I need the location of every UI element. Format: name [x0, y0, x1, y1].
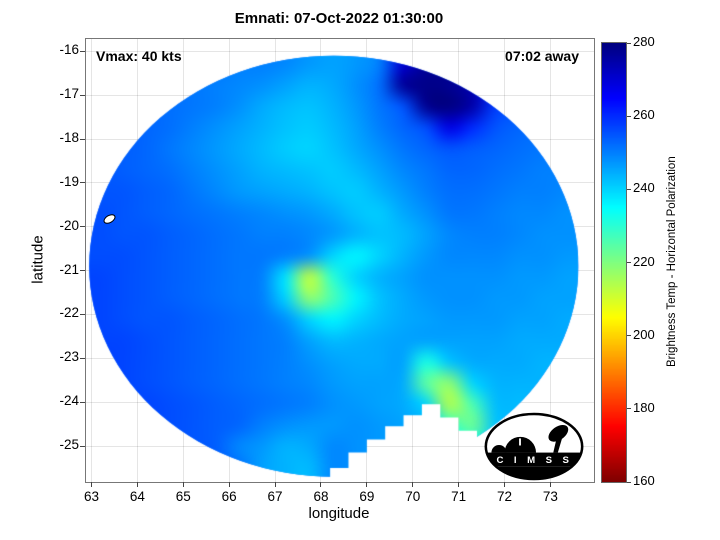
vmax-annotation: Vmax: 40 kts	[96, 48, 182, 64]
colorbar-tick-mark	[627, 42, 631, 44]
y-tick-mark	[80, 313, 85, 315]
x-tick-mark	[504, 482, 505, 487]
y-tick-label: -19	[59, 173, 79, 189]
x-tick-mark	[412, 482, 414, 487]
x-tick-label: 66	[221, 489, 237, 504]
x-tick-label: 69	[359, 489, 375, 504]
y-tick-mark	[80, 401, 85, 403]
x-tick-mark	[458, 482, 460, 487]
satellite-dish-icon	[548, 424, 569, 442]
x-tick-label: 68	[313, 489, 329, 504]
x-axis-label: longitude	[308, 505, 370, 522]
cimss-logo-text: C I M S S	[496, 455, 571, 466]
colorbar-tick-mark	[627, 481, 631, 483]
y-tick-label: -18	[59, 130, 79, 145]
x-tick-label: 65	[175, 489, 191, 504]
logo-band	[485, 452, 583, 467]
time-away-annotation: 07:02 away	[505, 48, 579, 64]
x-tick-label: 63	[84, 489, 100, 504]
colorbar-tick-mark	[627, 115, 631, 117]
y-tick-mark	[80, 182, 85, 184]
dish-mast	[553, 437, 562, 453]
x-tick-mark	[320, 482, 322, 487]
colorbar-tick-labels: 280 260 240 220 200 180 160	[633, 34, 673, 488]
cimss-logo: C I M S S	[484, 412, 584, 481]
colorbar-tick-label: 160	[633, 473, 655, 488]
x-tick-mark	[366, 482, 368, 487]
colorbar-tick-label: 240	[633, 180, 655, 196]
colorbar	[601, 42, 631, 483]
colorbar-axis-label: Brightness Temp - Horizontal Polarizatio…	[666, 156, 678, 367]
y-tick-mark	[80, 50, 85, 52]
colorbar-tick-label: 220	[633, 253, 655, 269]
y-tick-label: -22	[59, 305, 79, 321]
x-tick-mark	[91, 482, 92, 487]
y-axis-label: latitude	[29, 235, 47, 284]
x-tick-label: 70	[405, 489, 421, 504]
colorbar-tick-mark	[627, 335, 631, 337]
x-tick-mark	[549, 482, 551, 487]
colorbar-tick-label: 280	[633, 34, 655, 49]
y-tick-mark	[80, 270, 85, 272]
plot-title: Emnati: 07-Oct-2022 01:30:00	[234, 10, 444, 27]
colorbar-gradient	[602, 43, 626, 482]
x-tick-mark	[182, 482, 184, 487]
x-tick-label: 67	[267, 489, 283, 504]
y-tick-label: -23	[59, 349, 79, 365]
colorbar-tick-mark	[627, 262, 631, 263]
colorbar-tick-label: 200	[633, 326, 655, 342]
y-tick-label: -20	[59, 217, 79, 233]
colorbar-tick-label: 260	[633, 107, 655, 123]
x-tick-label: 72	[496, 489, 513, 504]
y-tick-mark	[80, 226, 85, 228]
brightness-temp-heatmap	[86, 39, 594, 482]
colorbar-tick-label: 180	[633, 399, 655, 415]
colorbar-tick-mark	[627, 408, 631, 410]
y-tick-mark	[80, 445, 85, 447]
x-tick-mark	[136, 482, 138, 487]
small-observatory-dome-icon	[491, 444, 507, 453]
plot-area: 63 64 65 66 67 68 69 70 71 72 73 -16 -17 -18 -19 -20 -21…	[59, 38, 595, 504]
x-tick-label: 64	[129, 489, 145, 504]
x-tick-mark	[274, 482, 276, 487]
x-tick-mark	[228, 482, 230, 487]
dome-slit	[519, 438, 521, 446]
y-tick-mark	[80, 94, 85, 96]
y-tick-mark	[80, 138, 85, 140]
y-tick-label: -25	[59, 437, 79, 453]
x-tick-label: 71	[451, 489, 467, 504]
y-tick-label: -17	[59, 86, 79, 102]
y-tick-label: -21	[59, 261, 79, 277]
y-tick-label: -24	[59, 393, 79, 409]
y-tick-mark	[80, 357, 85, 359]
colorbar-tick-mark	[627, 188, 631, 190]
x-tick-label: 73	[542, 489, 558, 504]
y-tick-label: -16	[59, 42, 79, 58]
logo-outline	[484, 412, 584, 481]
